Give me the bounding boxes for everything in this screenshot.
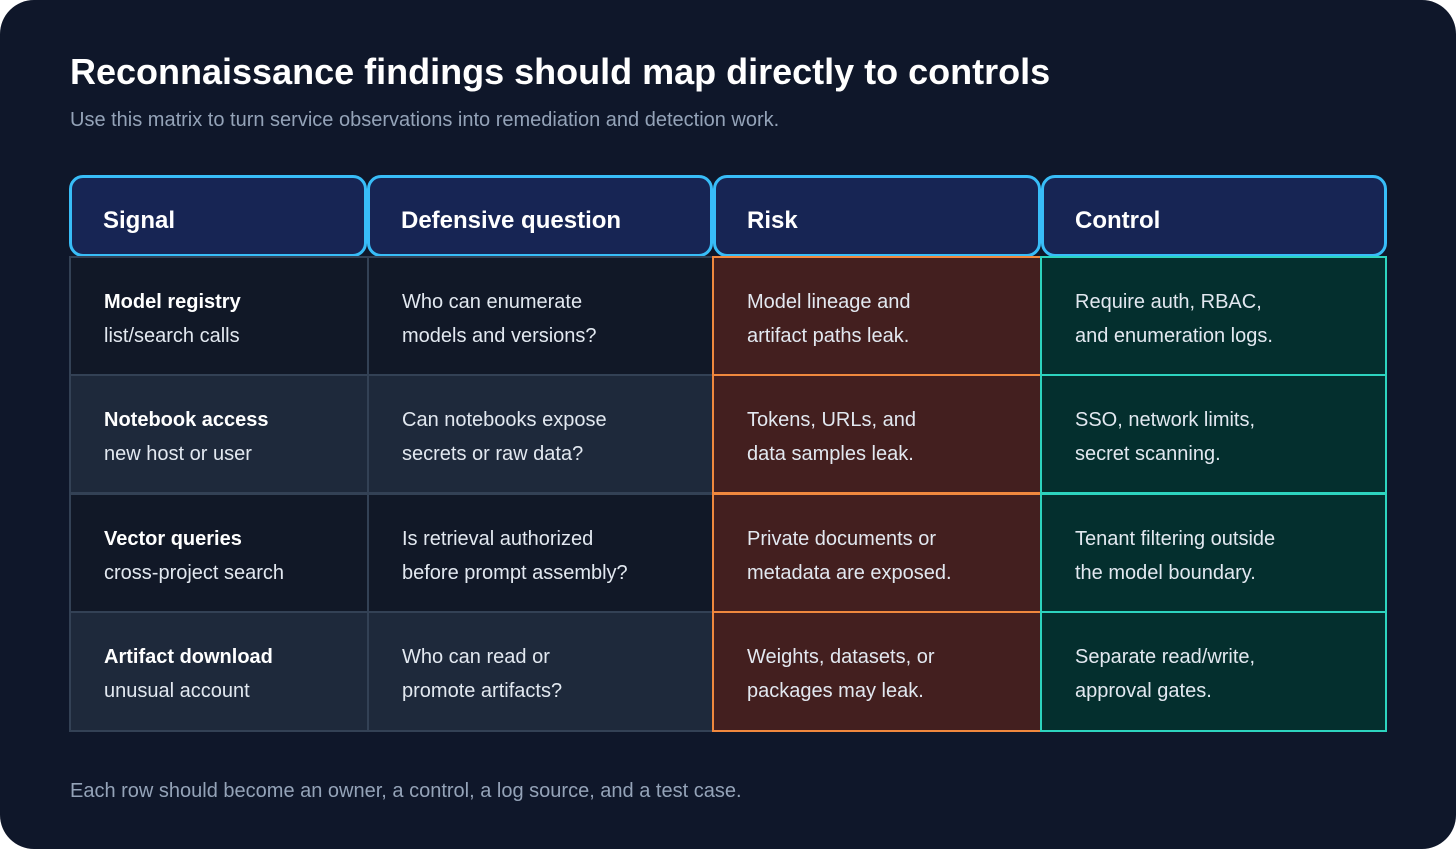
page-title: Reconnaissance findings should map direc… <box>70 51 1051 92</box>
question-line: Who can read or <box>402 646 550 668</box>
risk-line: metadata are exposed. <box>747 562 952 584</box>
controls-matrix: Signal Defensive question Risk Control M… <box>69 175 1387 732</box>
control-line: and enumeration logs. <box>1075 325 1273 347</box>
table-cell-signal: Model registry list/search calls <box>69 256 369 376</box>
risk-line: artifact paths leak. <box>747 325 910 347</box>
question-line: Who can enumerate <box>402 291 583 313</box>
risk-line: Weights, datasets, or <box>747 646 935 668</box>
header-defensive-question: Defensive question <box>367 175 713 257</box>
control-line: Tenant filtering outside <box>1075 528 1276 550</box>
header-signal: Signal <box>69 175 367 257</box>
signal-detail: unusual account <box>104 680 250 702</box>
risk-line: data samples leak. <box>747 443 914 465</box>
risk-line: Private documents or <box>747 528 936 550</box>
signal-title: Notebook access <box>104 409 269 431</box>
control-line: approval gates. <box>1075 680 1212 702</box>
signal-title: Artifact download <box>104 646 273 668</box>
table-cell-risk: Model lineage and artifact paths leak. <box>712 256 1042 376</box>
table-cell-question: Who can read or promote artifacts? <box>367 611 715 732</box>
table-cell-signal: Vector queries cross-project search <box>69 493 369 613</box>
table-cell-signal: Artifact download unusual account <box>69 611 369 732</box>
question-line: before prompt assembly? <box>402 562 628 584</box>
control-line: Require auth, RBAC, <box>1075 291 1262 313</box>
risk-line: packages may leak. <box>747 680 924 702</box>
header-risk: Risk <box>713 175 1041 257</box>
signal-title: Vector queries <box>104 528 242 550</box>
question-line: promote artifacts? <box>402 680 563 702</box>
table-cell-control: Require auth, RBAC, and enumeration logs… <box>1040 256 1387 376</box>
risk-line: Tokens, URLs, and <box>747 409 916 431</box>
signal-title: Model registry <box>104 291 241 313</box>
table-cell-control: Tenant filtering outside the model bound… <box>1040 493 1387 613</box>
table-cell-control: SSO, network limits, secret scanning. <box>1040 374 1387 494</box>
page-subtitle: Use this matrix to turn service observat… <box>70 109 780 131</box>
footer-note: Each row should become an owner, a contr… <box>70 780 742 802</box>
control-line: Separate read/write, <box>1075 646 1256 668</box>
table-cell-question: Who can enumerate models and versions? <box>367 256 715 376</box>
signal-detail: list/search calls <box>104 325 240 347</box>
risk-line: Model lineage and <box>747 291 911 313</box>
table-cell-question: Can notebooks expose secrets or raw data… <box>367 374 715 494</box>
question-line: Can notebooks expose <box>402 409 607 431</box>
table-cell-risk: Tokens, URLs, and data samples leak. <box>712 374 1042 494</box>
question-line: Is retrieval authorized <box>402 528 594 550</box>
control-line: the model boundary. <box>1075 562 1256 584</box>
signal-detail: new host or user <box>104 443 252 465</box>
table-cell-question: Is retrieval authorized before prompt as… <box>367 493 715 613</box>
question-line: secrets or raw data? <box>402 443 584 465</box>
control-line: secret scanning. <box>1075 443 1221 465</box>
header-control: Control <box>1041 175 1387 257</box>
table-cell-signal: Notebook access new host or user <box>69 374 369 494</box>
control-line: SSO, network limits, <box>1075 409 1256 431</box>
signal-detail: cross-project search <box>104 562 285 584</box>
table-cell-risk: Weights, datasets, or packages may leak. <box>712 611 1042 732</box>
table-cell-control: Separate read/write, approval gates. <box>1040 611 1387 732</box>
table-cell-risk: Private documents or metadata are expose… <box>712 493 1042 613</box>
question-line: models and versions? <box>402 325 597 347</box>
